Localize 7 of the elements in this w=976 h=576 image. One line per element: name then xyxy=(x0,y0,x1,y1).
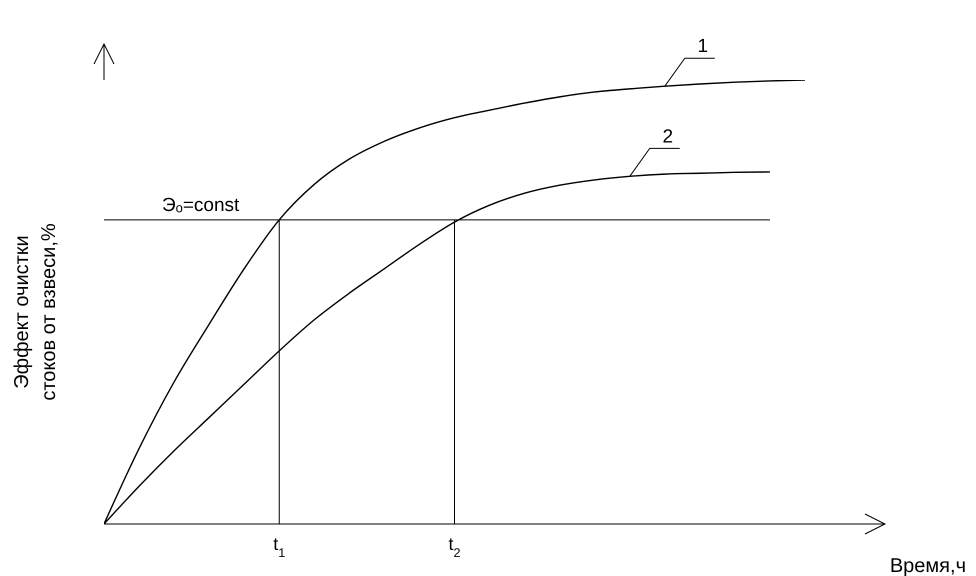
x-tick-label: t$_{1}$ xyxy=(273,534,286,560)
series-label: 1 xyxy=(698,36,708,58)
series-label: 2 xyxy=(662,126,674,148)
x-tick-label: t$_{2}$ xyxy=(448,534,461,560)
ref-line-label: Эₒ=const xyxy=(162,194,240,216)
y-axis-title: Эффект очистки стоков от взвеси,% xyxy=(11,223,60,401)
x-axis-title: Время,ч xyxy=(890,555,966,576)
